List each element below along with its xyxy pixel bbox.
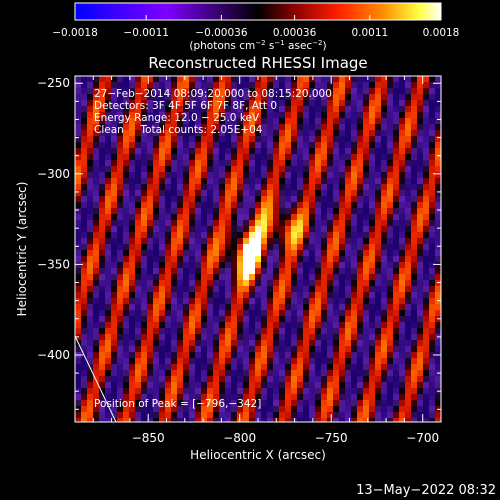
peak-position-label: Position of Peak = [−796,−342] xyxy=(94,398,261,410)
chart-title: Reconstructed RHESSI Image xyxy=(148,54,367,72)
colorbar-gradient xyxy=(75,3,441,20)
annotation-clean-counts: Clean Total counts: 2.05E+04 xyxy=(94,124,263,136)
x-axis: −850 −800 −750 −700 xyxy=(92,76,442,445)
limb-line xyxy=(74,335,117,423)
x-tick-label: −850 xyxy=(132,431,165,445)
colorbar: −0.0018 −0.0011 −0.00036 0.00036 0.0011 0.001… xyxy=(52,2,459,52)
colorbar-unit: (photons cm−2 s−1 asec−2) xyxy=(189,39,326,52)
annotation-time-range: 27−Feb−2014 08:09:20.000 to 08:15:20.000 xyxy=(94,88,332,100)
y-tick-label: −350 xyxy=(37,257,70,271)
y-tick-label: −400 xyxy=(37,348,70,362)
x-tick-label: −800 xyxy=(223,431,256,445)
x-axis-label: Heliocentric X (arcsec) xyxy=(190,448,326,462)
colorbar-tick-label: −0.0018 xyxy=(52,27,98,39)
y-tick-label: −300 xyxy=(37,167,70,181)
footer-timestamp: 13−May−2022 08:32 xyxy=(356,483,496,498)
colorbar-tick-label: 0.0011 xyxy=(351,27,388,39)
colorbar-tick-label: 0.0018 xyxy=(423,27,460,39)
y-axis: −250 −300 −350 −400 xyxy=(37,76,441,410)
y-axis-label: Heliocentric Y (arcsec) xyxy=(15,182,29,317)
heatmap-image xyxy=(75,76,441,422)
colorbar-ticks: −0.0018 −0.0011 −0.00036 0.00036 0.0011 0.001… xyxy=(52,15,459,39)
colorbar-tick-label: −0.0011 xyxy=(123,27,169,39)
y-tick-label: −250 xyxy=(37,76,70,90)
colorbar-tick-label: 0.00036 xyxy=(273,27,317,39)
colorbar-frame xyxy=(74,2,442,21)
annotation-energy-range: Energy Range: 12.0 − 25.0 keV xyxy=(94,112,260,124)
annotation-block: 27−Feb−2014 08:09:20.000 to 08:15:20.000… xyxy=(94,88,332,136)
annotation-detectors: Detectors: 3F 4F 5F 6F 7F 8F, Att 0 xyxy=(94,100,277,112)
x-tick-label: −700 xyxy=(406,431,439,445)
colorbar-tick-label: −0.00036 xyxy=(195,27,248,39)
x-tick-label: −750 xyxy=(315,431,348,445)
